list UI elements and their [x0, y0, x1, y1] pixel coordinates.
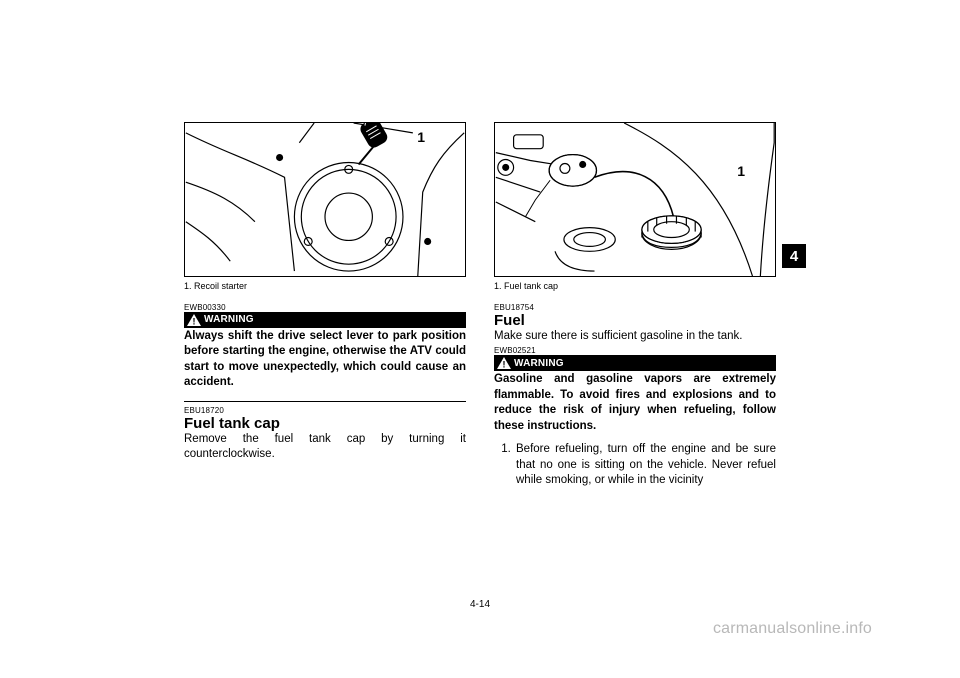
section-heading: Fuel — [494, 312, 776, 329]
watermark-text: carmanualsonline.info — [713, 620, 872, 638]
chapter-tab: 4 — [782, 244, 806, 268]
section-refcode: EBU18754 — [494, 303, 776, 312]
warning-body-text: Always shift the drive select lever to p… — [184, 329, 466, 391]
warning-label-box: ! WARNING — [494, 355, 776, 371]
figure-recoil-starter: 1 — [184, 122, 466, 277]
section-divider — [184, 401, 466, 402]
warning-refcode: EWB02521 — [494, 346, 776, 355]
step-item: Before refueling, turn off the engine an… — [514, 442, 776, 489]
recoil-starter-illustration — [185, 123, 465, 276]
warning-icon: ! — [497, 357, 511, 369]
section-body-text: Make sure there is sufficient gasoline i… — [494, 329, 776, 345]
right-column: 1 1. Fuel tank cap EBU18754 Fuel Make su… — [494, 122, 776, 582]
svg-text:!: ! — [503, 360, 506, 370]
content-columns: 1 1. Recoil starter EWB00330 ! WARNING A… — [184, 122, 776, 582]
warning-icon: ! — [187, 314, 201, 326]
svg-text:!: ! — [193, 316, 196, 326]
section-refcode: EBU18720 — [184, 406, 466, 415]
callout-number: 1 — [737, 163, 745, 179]
fuel-cap-illustration — [495, 123, 775, 276]
left-column: 1 1. Recoil starter EWB00330 ! WARNING A… — [184, 122, 466, 582]
warning-refcode: EWB00330 — [184, 303, 466, 312]
warning-label-box: ! WARNING — [184, 312, 466, 328]
section-body-text: Remove the fuel tank cap by turning it c… — [184, 432, 466, 463]
manual-page: 1 1. Recoil starter EWB00330 ! WARNING A… — [0, 0, 960, 678]
figure-caption: 1. Recoil starter — [184, 281, 466, 293]
steps-list: Before refueling, turn off the engine an… — [494, 442, 776, 489]
callout-number: 1 — [417, 129, 425, 145]
warning-body-text: Gasoline and gasoline vapors are extreme… — [494, 372, 776, 434]
warning-label-text: WARNING — [204, 314, 254, 325]
page-number: 4-14 — [0, 599, 960, 610]
figure-fuel-tank-cap: 1 — [494, 122, 776, 277]
figure-caption: 1. Fuel tank cap — [494, 281, 776, 293]
warning-label-text: WARNING — [514, 358, 564, 369]
section-heading: Fuel tank cap — [184, 415, 466, 432]
